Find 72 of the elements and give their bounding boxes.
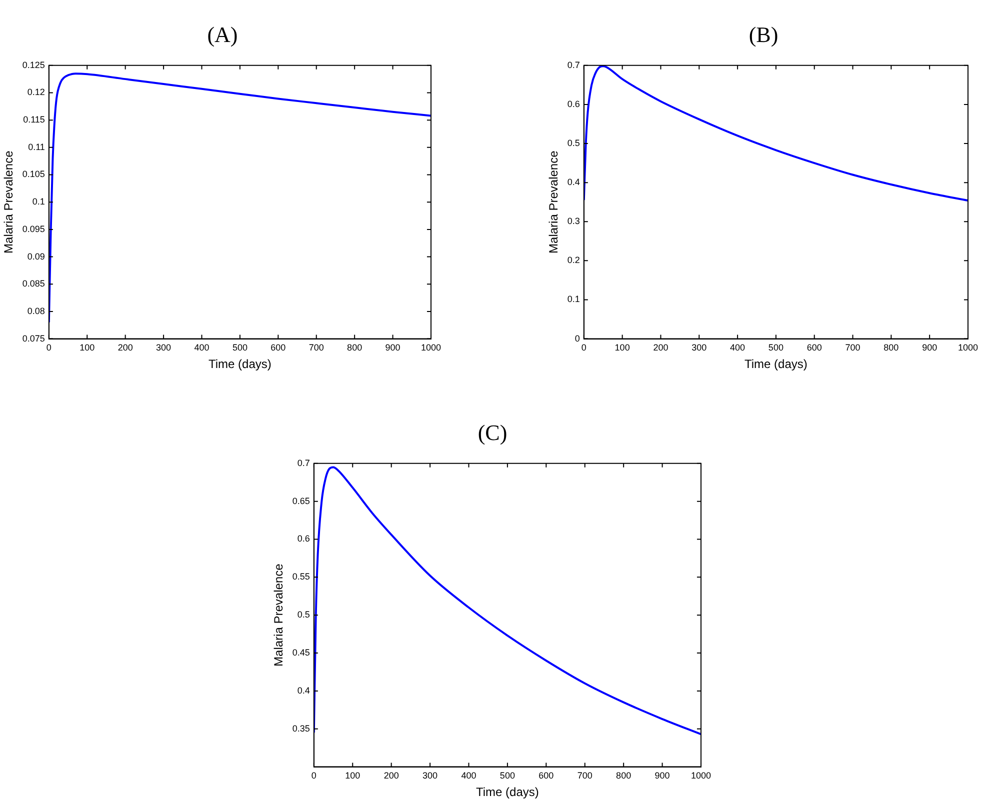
x-tick-label: 500 — [232, 342, 248, 353]
x-tick-label: 700 — [845, 342, 860, 353]
x-tick-label: 400 — [730, 342, 746, 353]
y-tick-label: 0.4 — [297, 685, 310, 696]
y-tick-label: 0.085 — [22, 278, 45, 289]
y-tick-label: 0.2 — [567, 255, 580, 266]
x-tick-label: 100 — [80, 342, 95, 353]
line-series — [48, 72, 431, 324]
x-tick-label: 300 — [692, 342, 707, 353]
y-tick-label: 0.095 — [22, 224, 45, 234]
x-tick-label: 700 — [577, 770, 592, 781]
line-series — [314, 466, 701, 736]
x-tick-label: 400 — [194, 342, 210, 353]
y-tick-label: 0.11 — [28, 142, 45, 152]
y-tick-label: 0.6 — [567, 98, 580, 109]
x-axis-title: Time (days) — [476, 785, 539, 800]
x-tick-label: 0 — [311, 770, 316, 781]
y-tick-label: 0.6 — [297, 534, 310, 544]
x-tick-label: 800 — [884, 342, 899, 353]
x-tick-label: 200 — [118, 342, 133, 353]
x-tick-label: 500 — [500, 770, 515, 781]
y-tick-label: 0.3 — [567, 216, 580, 226]
x-axis-title: Time (days) — [744, 357, 808, 372]
x-tick-label: 0 — [581, 342, 586, 353]
y-tick-label: 0.08 — [27, 306, 45, 316]
x-tick-label: 0 — [46, 342, 52, 353]
y-axis-title: Malaria Prevalence — [2, 150, 16, 254]
x-tick-label: 500 — [768, 342, 784, 353]
x-axis-title: Time (days) — [208, 357, 272, 372]
y-tick-label: 0.09 — [27, 251, 45, 262]
y-tick-label: 0.35 — [292, 723, 310, 734]
x-tick-label: 300 — [422, 770, 438, 781]
y-tick-label: 0.115 — [23, 114, 45, 125]
x-tick-label: 900 — [654, 770, 670, 781]
x-tick-label: 600 — [270, 342, 286, 353]
y-tick-label: 0.105 — [22, 169, 45, 180]
y-tick-label: 0.5 — [567, 138, 580, 148]
x-tick-label: 100 — [345, 770, 360, 781]
x-tick-label: 700 — [308, 342, 324, 353]
x-tick-label: 900 — [385, 342, 400, 353]
x-tick-label: 200 — [653, 342, 668, 353]
y-axis-title: Malaria Prevalence — [272, 563, 286, 666]
x-tick-label: 600 — [806, 342, 822, 353]
y-tick-label: 0 — [574, 333, 580, 344]
x-tick-label: 900 — [922, 342, 938, 353]
y-tick-label: 0.125 — [22, 60, 45, 70]
y-tick-label: 0.5 — [297, 610, 310, 620]
chart-title: (B) — [748, 22, 780, 48]
y-tick-label: 0.45 — [292, 648, 310, 658]
x-tick-label: 1000 — [690, 770, 712, 781]
y-tick-label: 0.55 — [292, 572, 310, 582]
y-tick-label: 0.1 — [32, 196, 45, 207]
x-tick-label: 800 — [347, 342, 362, 353]
y-tick-label: 0.12 — [27, 87, 45, 98]
chart-title: (A) — [206, 22, 239, 48]
y-tick-label: 0.7 — [567, 60, 580, 70]
x-tick-label: 100 — [614, 342, 630, 353]
x-tick-label: 1000 — [958, 342, 978, 353]
chart-title: (C) — [476, 420, 508, 446]
x-tick-label: 200 — [384, 770, 399, 781]
x-tick-label: 800 — [616, 770, 632, 781]
line-series — [584, 65, 968, 202]
x-tick-label: 400 — [461, 770, 476, 781]
x-tick-label: 600 — [538, 770, 554, 781]
y-axis-title: Malaria Prevalence — [546, 150, 561, 254]
y-tick-label: 0.7 — [297, 458, 310, 468]
y-tick-label: 0.1 — [567, 294, 580, 304]
x-tick-label: 300 — [156, 342, 172, 353]
y-tick-label: 0.4 — [567, 177, 580, 188]
y-tick-label: 0.075 — [22, 333, 45, 344]
x-tick-label: 1000 — [420, 342, 442, 353]
y-tick-label: 0.65 — [292, 496, 310, 506]
